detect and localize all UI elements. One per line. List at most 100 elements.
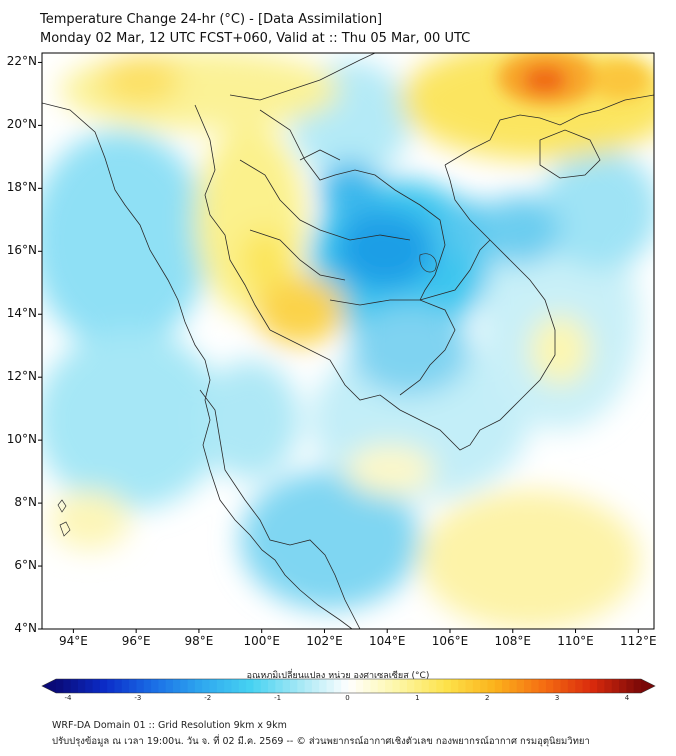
colorbar-segment <box>385 679 393 693</box>
colorbar-segment <box>268 679 276 693</box>
colorbar-segment <box>70 679 79 693</box>
colorbar-segment <box>333 679 342 693</box>
island-nicobar <box>59 521 71 537</box>
colorbar-segment <box>560 679 569 693</box>
colorbar-max-extend <box>641 679 655 693</box>
colorbar-segment <box>428 679 437 693</box>
colorbar-segment <box>545 679 554 693</box>
colorbar-segment <box>626 679 635 693</box>
colorbar-tick-label: 0 <box>345 694 350 702</box>
chart-title: Temperature Change 24-hr (°C) - [Data As… <box>40 12 383 27</box>
colorbar-tick-label: -1 <box>274 694 282 702</box>
x-tick-label: 104°E <box>368 634 406 648</box>
footer-update-info: ปรับปรุงข้อมูล ณ เวลา 19:00น. วัน จ. ที่… <box>52 736 590 747</box>
colorbar-segment <box>516 679 525 693</box>
colorbar-segment <box>531 679 540 693</box>
colorbar-segment <box>165 679 174 693</box>
colorbar-segment <box>341 679 349 693</box>
colorbar-segment <box>290 679 298 693</box>
cambodia-border <box>329 299 456 396</box>
colorbar-segment <box>231 679 240 693</box>
colorbar-segment <box>238 679 247 693</box>
colorbar-segment <box>604 679 613 693</box>
colorbar-segment <box>319 679 328 693</box>
colorbar-segment <box>443 679 452 693</box>
colorbar-segment <box>136 679 145 693</box>
map-frame <box>41 52 655 630</box>
colorbar-min-extend <box>42 679 56 693</box>
colorbar-segment <box>487 679 496 693</box>
islands <box>57 253 437 537</box>
x-tick-label: 112°E <box>620 634 657 648</box>
colorbar-segment <box>92 679 101 693</box>
colorbar-segment <box>209 679 218 693</box>
colorbar-segment <box>567 679 576 693</box>
x-tick-label: 98°E <box>184 634 214 648</box>
colorbar-tick-label: -4 <box>64 694 72 702</box>
colorbar-segment <box>194 679 203 693</box>
laos-vietnam-border <box>419 239 491 301</box>
colorbar-tick-label: 3 <box>554 694 560 702</box>
colorbar-segments <box>42 679 655 693</box>
colorbar-segment <box>56 679 64 693</box>
colorbar-segment <box>502 679 510 693</box>
footer-model-info: WRF-DA Domain 01 :: Grid Resolution 9km … <box>52 720 287 731</box>
colorbar-segment <box>370 679 379 693</box>
west-coastline <box>42 102 353 629</box>
colorbar-segment <box>304 679 313 693</box>
north-border <box>229 53 376 101</box>
colorbar-tick-label: -2 <box>204 694 212 702</box>
colorbar-segment <box>282 679 291 693</box>
lake-outline <box>419 253 437 273</box>
colorbar-segment <box>524 679 532 693</box>
y-tick-label: 18°N <box>6 180 37 195</box>
colorbar-segment <box>187 679 196 693</box>
colorbar-segment <box>114 679 123 693</box>
colorbar-segment <box>202 679 211 693</box>
hainan-island <box>539 129 601 179</box>
colorbar-segment <box>107 679 115 693</box>
colorbar-segment <box>575 679 583 693</box>
x-tick-label: 102°E <box>306 634 343 648</box>
colorbar-segment <box>494 679 503 693</box>
colorbar-segment <box>465 679 474 693</box>
x-tick-label: 100°E <box>243 634 280 648</box>
colorbar-tick-label: 2 <box>485 694 490 702</box>
colorbar-segment <box>436 679 445 693</box>
colorbar-segment <box>553 679 562 693</box>
south-china-coast <box>444 94 654 166</box>
colorbar-segment <box>619 679 627 693</box>
colorbar-segment <box>538 679 547 693</box>
colorbar-segment <box>326 679 335 693</box>
colorbar-segment <box>377 679 386 693</box>
colorbar-segment <box>611 679 620 693</box>
colorbar-segment <box>355 679 364 693</box>
colorbar-segment <box>143 679 152 693</box>
colorbar-segment <box>414 679 423 693</box>
colorbar-segment <box>158 679 167 693</box>
colorbar-segment <box>589 679 598 693</box>
y-tick-label: 8°N <box>14 495 37 510</box>
colorbar-segment <box>472 679 481 693</box>
colorbar-segment <box>399 679 408 693</box>
colorbar-segment <box>392 679 401 693</box>
colorbar-segment <box>224 679 232 693</box>
province-lines <box>239 149 411 281</box>
colorbar-segment <box>633 679 642 693</box>
colorbar-segment <box>63 679 72 693</box>
y-tick-label: 10°N <box>6 432 37 447</box>
x-tick-label: 110°E <box>557 634 594 648</box>
y-tick-label: 12°N <box>6 369 37 384</box>
colorbar-segment <box>311 679 320 693</box>
chart-subtitle: Monday 02 Mar, 12 UTC FCST+060, Valid at… <box>40 31 471 46</box>
colorbar-segment <box>509 679 518 693</box>
x-tick-label: 108°E <box>494 634 532 648</box>
colorbar-segment <box>363 679 371 693</box>
colorbar-tick-label: 1 <box>415 694 420 702</box>
colorbar-segment <box>597 679 605 693</box>
colorbar-segment <box>173 679 181 693</box>
axis-ticks <box>38 61 639 633</box>
map-plot-area <box>42 53 654 629</box>
colorbar-segment <box>253 679 262 693</box>
colorbar-segment <box>99 679 108 693</box>
